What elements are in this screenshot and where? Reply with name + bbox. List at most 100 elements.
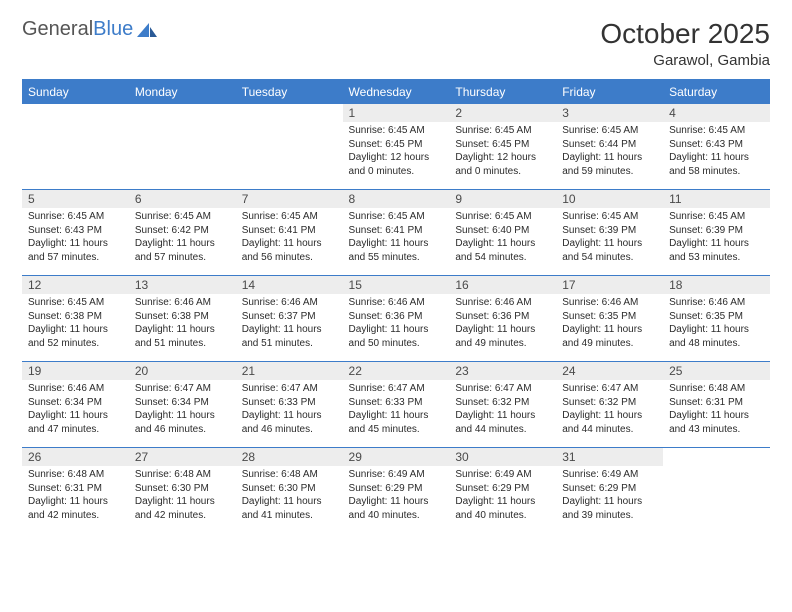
day-number: 8 (343, 190, 450, 208)
day-number-empty (129, 104, 236, 122)
day-data: Sunrise: 6:47 AMSunset: 6:33 PMDaylight:… (343, 380, 450, 440)
day-number: 7 (236, 190, 343, 208)
calendar-week-row: 1Sunrise: 6:45 AMSunset: 6:45 PMDaylight… (22, 104, 770, 190)
day-number: 28 (236, 448, 343, 466)
calendar-week-row: 5Sunrise: 6:45 AMSunset: 6:43 PMDaylight… (22, 190, 770, 276)
day-data: Sunrise: 6:46 AMSunset: 6:38 PMDaylight:… (129, 294, 236, 354)
calendar-week-row: 26Sunrise: 6:48 AMSunset: 6:31 PMDayligh… (22, 448, 770, 534)
day-data: Sunrise: 6:45 AMSunset: 6:39 PMDaylight:… (556, 208, 663, 268)
calendar-day-cell: 17Sunrise: 6:46 AMSunset: 6:35 PMDayligh… (556, 276, 663, 362)
day-number: 2 (449, 104, 556, 122)
day-data: Sunrise: 6:49 AMSunset: 6:29 PMDaylight:… (556, 466, 663, 526)
weekday-header: Sunday (22, 80, 129, 104)
day-number: 13 (129, 276, 236, 294)
day-number: 17 (556, 276, 663, 294)
calendar-day-cell: 29Sunrise: 6:49 AMSunset: 6:29 PMDayligh… (343, 448, 450, 534)
day-number: 4 (663, 104, 770, 122)
day-data: Sunrise: 6:49 AMSunset: 6:29 PMDaylight:… (343, 466, 450, 526)
day-number: 30 (449, 448, 556, 466)
calendar-day-cell: 16Sunrise: 6:46 AMSunset: 6:36 PMDayligh… (449, 276, 556, 362)
day-number: 1 (343, 104, 450, 122)
calendar-day-cell: 6Sunrise: 6:45 AMSunset: 6:42 PMDaylight… (129, 190, 236, 276)
calendar-day-cell: 30Sunrise: 6:49 AMSunset: 6:29 PMDayligh… (449, 448, 556, 534)
day-number: 21 (236, 362, 343, 380)
calendar-day-cell (663, 448, 770, 534)
day-number: 26 (22, 448, 129, 466)
calendar-week-row: 12Sunrise: 6:45 AMSunset: 6:38 PMDayligh… (22, 276, 770, 362)
calendar-day-cell: 11Sunrise: 6:45 AMSunset: 6:39 PMDayligh… (663, 190, 770, 276)
calendar-day-cell: 2Sunrise: 6:45 AMSunset: 6:45 PMDaylight… (449, 104, 556, 190)
calendar-day-cell: 8Sunrise: 6:45 AMSunset: 6:41 PMDaylight… (343, 190, 450, 276)
calendar-day-cell (236, 104, 343, 190)
weekday-header: Friday (556, 80, 663, 104)
day-number: 22 (343, 362, 450, 380)
weekday-header-row: SundayMondayTuesdayWednesdayThursdayFrid… (22, 80, 770, 104)
day-number: 27 (129, 448, 236, 466)
weekday-header: Thursday (449, 80, 556, 104)
day-data: Sunrise: 6:45 AMSunset: 6:40 PMDaylight:… (449, 208, 556, 268)
calendar-table: SundayMondayTuesdayWednesdayThursdayFrid… (22, 79, 770, 534)
day-data: Sunrise: 6:45 AMSunset: 6:41 PMDaylight:… (236, 208, 343, 268)
calendar-day-cell: 28Sunrise: 6:48 AMSunset: 6:30 PMDayligh… (236, 448, 343, 534)
logo-text: GeneralBlue (22, 18, 133, 41)
day-number-empty (22, 104, 129, 122)
day-data: Sunrise: 6:45 AMSunset: 6:43 PMDaylight:… (22, 208, 129, 268)
day-number: 31 (556, 448, 663, 466)
header: GeneralBlue October 2025 Garawol, Gambia (22, 18, 770, 69)
day-data: Sunrise: 6:46 AMSunset: 6:35 PMDaylight:… (663, 294, 770, 354)
calendar-day-cell: 22Sunrise: 6:47 AMSunset: 6:33 PMDayligh… (343, 362, 450, 448)
day-data: Sunrise: 6:47 AMSunset: 6:32 PMDaylight:… (449, 380, 556, 440)
calendar-day-cell: 12Sunrise: 6:45 AMSunset: 6:38 PMDayligh… (22, 276, 129, 362)
day-data: Sunrise: 6:46 AMSunset: 6:36 PMDaylight:… (343, 294, 450, 354)
day-data: Sunrise: 6:49 AMSunset: 6:29 PMDaylight:… (449, 466, 556, 526)
day-data: Sunrise: 6:45 AMSunset: 6:39 PMDaylight:… (663, 208, 770, 268)
day-number-empty (236, 104, 343, 122)
day-data: Sunrise: 6:46 AMSunset: 6:36 PMDaylight:… (449, 294, 556, 354)
calendar-day-cell: 1Sunrise: 6:45 AMSunset: 6:45 PMDaylight… (343, 104, 450, 190)
calendar-day-cell: 13Sunrise: 6:46 AMSunset: 6:38 PMDayligh… (129, 276, 236, 362)
day-number: 25 (663, 362, 770, 380)
day-number: 6 (129, 190, 236, 208)
day-data: Sunrise: 6:45 AMSunset: 6:45 PMDaylight:… (449, 122, 556, 182)
calendar-day-cell (129, 104, 236, 190)
calendar-day-cell: 3Sunrise: 6:45 AMSunset: 6:44 PMDaylight… (556, 104, 663, 190)
calendar-day-cell: 20Sunrise: 6:47 AMSunset: 6:34 PMDayligh… (129, 362, 236, 448)
calendar-day-cell: 21Sunrise: 6:47 AMSunset: 6:33 PMDayligh… (236, 362, 343, 448)
day-data: Sunrise: 6:45 AMSunset: 6:41 PMDaylight:… (343, 208, 450, 268)
day-data: Sunrise: 6:48 AMSunset: 6:30 PMDaylight:… (129, 466, 236, 526)
weekday-header: Monday (129, 80, 236, 104)
calendar-day-cell (22, 104, 129, 190)
weekday-header: Wednesday (343, 80, 450, 104)
day-number: 14 (236, 276, 343, 294)
day-number: 12 (22, 276, 129, 294)
weekday-header: Tuesday (236, 80, 343, 104)
day-data: Sunrise: 6:46 AMSunset: 6:34 PMDaylight:… (22, 380, 129, 440)
logo-part2: Blue (93, 18, 133, 40)
day-data: Sunrise: 6:46 AMSunset: 6:35 PMDaylight:… (556, 294, 663, 354)
day-number: 20 (129, 362, 236, 380)
day-number: 23 (449, 362, 556, 380)
calendar-day-cell: 25Sunrise: 6:48 AMSunset: 6:31 PMDayligh… (663, 362, 770, 448)
calendar-week-row: 19Sunrise: 6:46 AMSunset: 6:34 PMDayligh… (22, 362, 770, 448)
calendar-day-cell: 7Sunrise: 6:45 AMSunset: 6:41 PMDaylight… (236, 190, 343, 276)
day-number: 3 (556, 104, 663, 122)
day-data: Sunrise: 6:45 AMSunset: 6:43 PMDaylight:… (663, 122, 770, 182)
day-number: 5 (22, 190, 129, 208)
calendar-day-cell: 5Sunrise: 6:45 AMSunset: 6:43 PMDaylight… (22, 190, 129, 276)
day-number: 15 (343, 276, 450, 294)
calendar-day-cell: 15Sunrise: 6:46 AMSunset: 6:36 PMDayligh… (343, 276, 450, 362)
day-data: Sunrise: 6:45 AMSunset: 6:45 PMDaylight:… (343, 122, 450, 182)
calendar-day-cell: 14Sunrise: 6:46 AMSunset: 6:37 PMDayligh… (236, 276, 343, 362)
calendar-day-cell: 27Sunrise: 6:48 AMSunset: 6:30 PMDayligh… (129, 448, 236, 534)
sail-icon (135, 21, 159, 39)
calendar-day-cell: 4Sunrise: 6:45 AMSunset: 6:43 PMDaylight… (663, 104, 770, 190)
calendar-day-cell: 26Sunrise: 6:48 AMSunset: 6:31 PMDayligh… (22, 448, 129, 534)
calendar-day-cell: 19Sunrise: 6:46 AMSunset: 6:34 PMDayligh… (22, 362, 129, 448)
title-block: October 2025 Garawol, Gambia (600, 18, 770, 69)
calendar-day-cell: 9Sunrise: 6:45 AMSunset: 6:40 PMDaylight… (449, 190, 556, 276)
day-number: 9 (449, 190, 556, 208)
day-data: Sunrise: 6:48 AMSunset: 6:31 PMDaylight:… (22, 466, 129, 526)
day-data: Sunrise: 6:45 AMSunset: 6:38 PMDaylight:… (22, 294, 129, 354)
calendar-day-cell: 24Sunrise: 6:47 AMSunset: 6:32 PMDayligh… (556, 362, 663, 448)
day-number: 24 (556, 362, 663, 380)
